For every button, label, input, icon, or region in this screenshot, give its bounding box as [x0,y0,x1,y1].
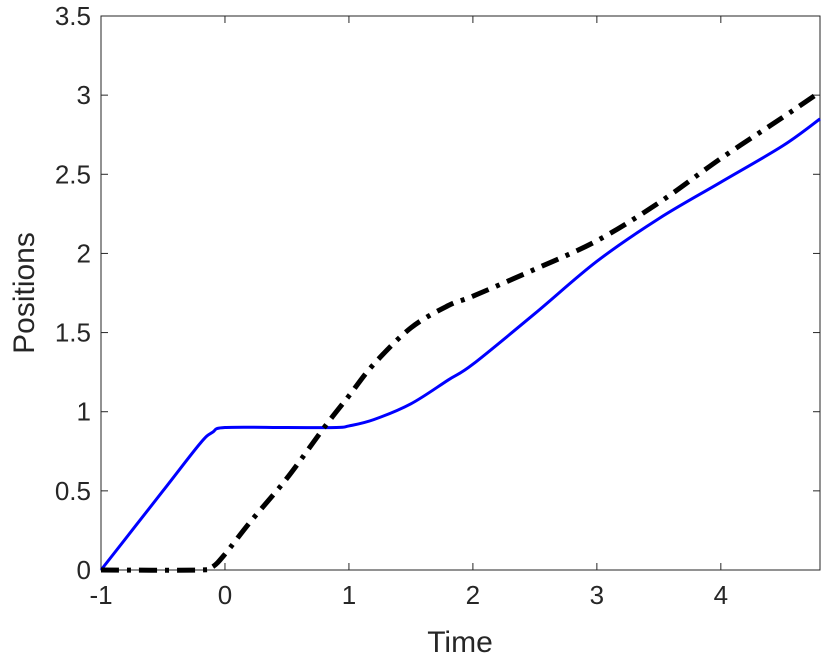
x-tick-label: 3 [590,580,604,610]
series-line-0 [99,117,821,571]
plot-area [100,15,821,571]
y-tick-label: 1 [77,397,91,427]
x-tick-label: -1 [89,580,112,610]
y-tick-label: 0 [77,555,91,585]
y-tick-label: 3 [77,80,91,110]
x-axis-label: Time [427,626,493,659]
y-axis-label: Positions [8,232,41,354]
x-tick-label: 4 [714,580,728,610]
series-line-1 [100,89,822,573]
y-tick-label: 2.5 [55,159,91,189]
x-tick-label: 1 [342,580,356,610]
y-tick-label: 3.5 [55,1,91,31]
y-tick-label: 0.5 [55,476,91,506]
y-tick-label: 1.5 [55,318,91,348]
x-tick-label: 2 [466,580,480,610]
y-tick-label: 2 [77,238,91,268]
x-tick-label: 0 [218,580,232,610]
